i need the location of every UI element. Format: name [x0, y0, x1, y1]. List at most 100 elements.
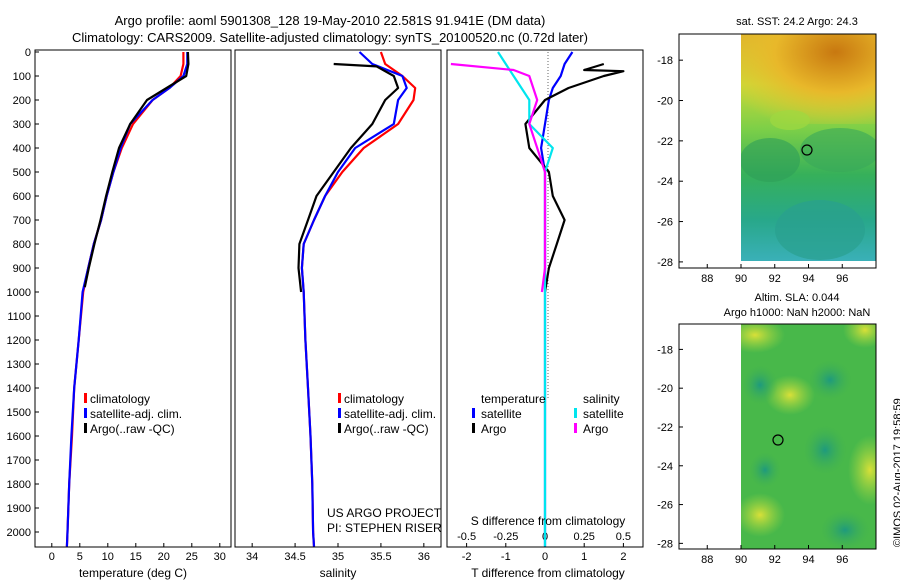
latitude-tick-label: -24 — [657, 176, 673, 188]
longitude-tick-label: 96 — [836, 554, 848, 566]
legend-swatch-salinity-satellite — [574, 408, 577, 418]
legend-label-climatology: climatology — [90, 392, 150, 406]
longitude-tick-label: 90 — [735, 554, 747, 566]
legend-label-temperature-argo: Argo — [481, 422, 507, 436]
legend-swatch-satellite — [338, 408, 341, 418]
legend-label-salinity-satellite: satellite — [583, 407, 624, 421]
salinity-difference-axis-label: S difference from climatology — [471, 514, 626, 528]
temperature-difference-tick-label: 0 — [542, 551, 548, 563]
salinity-axis-label: salinity — [320, 566, 357, 580]
salinity-series-satellite-adj-clim- — [300, 51, 408, 547]
temperature-difference-tick-label: 2 — [620, 551, 626, 563]
depth-tick-label: 200 — [13, 95, 31, 107]
temperature-difference-tick-label: -2 — [462, 551, 472, 563]
difference-axis-label: T difference from climatology — [471, 566, 625, 580]
salinity-difference-tick-label: -0.5 — [457, 531, 476, 543]
latitude-tick-label: -18 — [657, 344, 673, 356]
salinity-tick-label: 34 — [246, 551, 258, 563]
temperature-axis-label: temperature (deg C) — [79, 566, 187, 580]
salinity-difference-tick-label: 0.5 — [616, 531, 631, 543]
temperature-tick-label: 30 — [214, 551, 226, 563]
depth-axis: 0 100 200 300 400 500 600 700 800 900 1000 1100 1200… — [7, 47, 39, 539]
legend-label-argo: Argo(..raw -QC) — [344, 422, 429, 436]
salinity-difference-tick-label: -0.25 — [493, 531, 518, 543]
depth-tick-label: 700 — [13, 215, 31, 227]
depth-tick-label: 1300 — [7, 359, 31, 371]
map-axes: -18 -20 -22 -24 -26 -28 88 90 92 94 96 -18 -20 -22 -24… — [657, 55, 848, 566]
temperature-tick-label: 0 — [49, 551, 55, 563]
legend-swatch-climatology — [84, 393, 87, 403]
latitude-tick-label: -20 — [657, 383, 673, 395]
latitude-tick-label: -20 — [657, 96, 673, 108]
temperature-legend: climatology satellite-adj. clim. Argo(..… — [84, 392, 182, 436]
temperature-series-satellite-adj-clim- — [65, 52, 189, 547]
temperature-tick-label: 25 — [186, 551, 198, 563]
temperature-tick-label: 10 — [102, 551, 114, 563]
depth-tick-label: 1900 — [7, 503, 31, 515]
sla-map-subtitle: Argo h1000: NaN h2000: NaN — [724, 307, 871, 319]
difference-axis: -2 -1 0 1 2-0.5 -0.25 0 0.25 0.5 — [457, 531, 631, 563]
legend-swatch-salinity-argo — [574, 423, 577, 433]
temperature-tick-label: 15 — [130, 551, 142, 563]
depth-tick-label: 2000 — [7, 527, 31, 539]
legend-label-climatology: climatology — [344, 392, 404, 406]
difference-legend: temperature salinity satellite Argo sate… — [472, 392, 624, 436]
argo-float-marker — [801, 144, 813, 156]
longitude-tick-label: 94 — [802, 554, 814, 566]
depth-tick-label: 400 — [13, 143, 31, 155]
salinity-axis: 34 34.5 35 35.5 36 — [246, 543, 430, 563]
temperature-panel-frame — [34, 49, 232, 548]
project-label: US ARGO PROJECT — [327, 506, 442, 520]
salinity-series-argo-raw-qc- — [297, 62, 400, 293]
depth-tick-label: 100 — [13, 71, 31, 83]
map-panels: sat. SST: 24.2 Argo: 24.3 Altim. SLA: 0.… — [657, 16, 877, 566]
sst-map-title: sat. SST: 24.2 Argo: 24.3 — [736, 16, 858, 28]
salinity-tick-label: 35 — [332, 551, 344, 563]
legend-temperature-heading: temperature — [481, 392, 546, 406]
latitude-tick-label: -22 — [657, 422, 673, 434]
legend-swatch-temperature-argo — [472, 423, 475, 433]
temperature-series-climatology — [65, 52, 185, 547]
depth-tick-label: 300 — [13, 119, 31, 131]
depth-tick-label: 800 — [13, 239, 31, 251]
longitude-tick-label: 96 — [836, 273, 848, 285]
longitude-tick-label: 94 — [802, 273, 814, 285]
depth-tick-label: 1500 — [7, 407, 31, 419]
difference-series-salinity-argo — [450, 62, 547, 293]
depth-tick-label: 1000 — [7, 287, 31, 299]
difference-series-temperature-argo — [524, 62, 625, 293]
longitude-tick-label: 88 — [701, 273, 713, 285]
temperature-tick-label: 5 — [77, 551, 83, 563]
temperature-axis: 0 5 10 15 20 25 30 — [49, 543, 226, 563]
depth-tick-label: 500 — [13, 167, 31, 179]
latitude-tick-label: -28 — [657, 538, 673, 550]
longitude-tick-label: 90 — [735, 273, 747, 285]
depth-tick-label: 1400 — [7, 383, 31, 395]
depth-tick-label: 0 — [25, 47, 31, 59]
salinity-difference-tick-label: 0.25 — [573, 531, 594, 543]
latitude-tick-label: -24 — [657, 461, 673, 473]
legend-swatch-argo — [84, 423, 87, 433]
sst-map — [678, 33, 877, 269]
depth-tick-label: 1800 — [7, 479, 31, 491]
legend-label-salinity-argo: Argo — [583, 422, 609, 436]
chart-title-line2: Climatology: CARS2009. Satellite-adjuste… — [72, 30, 588, 45]
salinity-panel-frame — [234, 49, 442, 548]
sla-map-title: Altim. SLA: 0.044 — [755, 292, 840, 304]
salinity-legend: climatology satellite-adj. clim. Argo(..… — [338, 392, 436, 436]
pi-label: PI: STEPHEN RISER — [327, 521, 442, 535]
latitude-tick-label: -22 — [657, 136, 673, 148]
salinity-tick-label: 35.5 — [370, 551, 391, 563]
temperature-difference-tick-label: -1 — [501, 551, 511, 563]
sst-map-frame — [678, 33, 877, 269]
legend-swatch-argo — [338, 423, 341, 433]
salinity-series-climatology — [300, 51, 417, 547]
temperature-difference-tick-label: 1 — [581, 551, 587, 563]
depth-tick-label: 600 — [13, 191, 31, 203]
latitude-tick-label: -26 — [657, 500, 673, 512]
chart-title-line1: Argo profile: aoml 5901308_128 19-May-20… — [114, 13, 546, 28]
legend-swatch-climatology — [338, 393, 341, 403]
legend-salinity-heading: salinity — [583, 392, 620, 406]
depth-tick-label: 1600 — [7, 431, 31, 443]
latitude-tick-label: -28 — [657, 257, 673, 269]
